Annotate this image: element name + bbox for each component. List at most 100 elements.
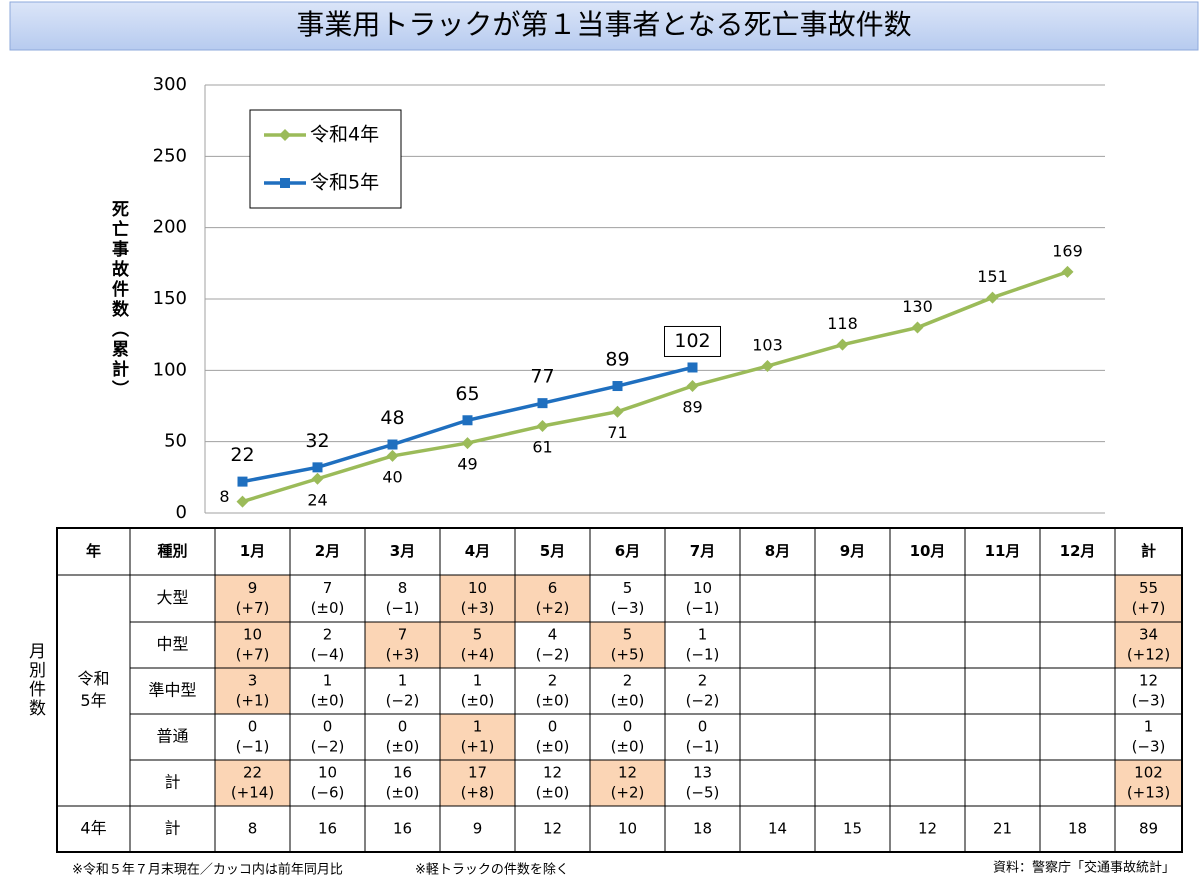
- data-cell: [814, 713, 891, 761]
- prev-value: 16: [393, 820, 412, 838]
- data-cell: [739, 667, 816, 715]
- data-label: 130: [902, 297, 933, 316]
- point: [612, 381, 623, 392]
- cell-value: 34: [1139, 626, 1158, 644]
- data-cell: [1039, 667, 1116, 715]
- data-cell: [439, 574, 516, 623]
- cell-value: 10: [693, 579, 712, 597]
- data-cell: [514, 713, 591, 761]
- cell-change: (±0): [536, 738, 570, 756]
- point: [537, 398, 548, 409]
- cell-value: 16: [393, 764, 412, 782]
- data-label: 102: [674, 330, 710, 352]
- cell-value: 13: [693, 764, 712, 782]
- cell-value: 2: [698, 672, 708, 690]
- header-cell: [889, 527, 966, 576]
- header-text: 7月: [690, 542, 715, 560]
- y-tick-label: 100: [153, 359, 187, 380]
- data-cell: [739, 759, 816, 807]
- prev-value: 12: [543, 820, 562, 838]
- point: [536, 419, 549, 432]
- data-label: 40: [382, 467, 402, 486]
- data-cell: [514, 759, 591, 807]
- data-cell: [364, 667, 441, 715]
- data-cell: [1114, 621, 1183, 669]
- label-box: [664, 325, 721, 357]
- point: [911, 321, 924, 334]
- data-cell: [889, 667, 966, 715]
- data-label: 71: [607, 423, 627, 442]
- cell-value: 1: [1144, 718, 1154, 736]
- cell-change: (−3): [1132, 738, 1166, 756]
- prev-value: 14: [768, 820, 787, 838]
- cell-value: 10: [243, 626, 262, 644]
- data-cell: [964, 713, 1041, 761]
- cell-change: (+7): [1132, 599, 1166, 617]
- y-tick-label: 200: [153, 217, 187, 238]
- data-cell: [664, 667, 741, 715]
- data-cell: [1114, 574, 1183, 623]
- data-cell: [1039, 574, 1116, 623]
- y-axis-label: 死亡事故件数（累計）: [108, 200, 129, 400]
- header-text: 11月: [985, 542, 1021, 560]
- data-cell: [589, 713, 666, 761]
- cell-change: (+3): [461, 599, 495, 617]
- table-border: [56, 527, 1183, 853]
- point: [761, 360, 774, 373]
- prev-cell: [814, 805, 891, 853]
- cell-change: (+8): [461, 784, 495, 802]
- title-banner: [9, 1, 1199, 51]
- header-text: 計: [1141, 542, 1156, 560]
- data-label: 118: [827, 314, 858, 333]
- cell-value: 12: [618, 764, 637, 782]
- data-cell: [664, 759, 741, 807]
- prev-value: 18: [1068, 820, 1087, 838]
- point: [311, 472, 324, 485]
- prev-value: 10: [618, 820, 637, 838]
- cell-value: 2: [623, 672, 633, 690]
- cell-value: 102: [1134, 764, 1163, 782]
- data-cell: [814, 574, 891, 623]
- cell-change: (+2): [536, 599, 570, 617]
- data-cell: [1039, 713, 1116, 761]
- y-tick-label: 150: [153, 288, 187, 309]
- cell-value: 7: [398, 626, 408, 644]
- header-text: 5月: [540, 542, 565, 560]
- cell-change: (−1): [686, 738, 720, 756]
- cell-change: (+3): [386, 646, 420, 664]
- prev-value: 8: [248, 820, 258, 838]
- cell-change: (−5): [686, 784, 720, 802]
- data-cell: [364, 621, 441, 669]
- type-text: 中型: [156, 635, 188, 654]
- data-cell: [514, 667, 591, 715]
- cell-change: (−1): [686, 599, 720, 617]
- prev-value: 18: [693, 820, 712, 838]
- cell-change: (−2): [386, 692, 420, 710]
- data-cell: [1114, 759, 1183, 807]
- data-cell: [889, 759, 966, 807]
- point: [386, 449, 399, 462]
- data-cell: [289, 759, 366, 807]
- cell-change: (±0): [386, 784, 420, 802]
- cell-change: (±0): [611, 692, 645, 710]
- type-text: 大型: [156, 588, 188, 607]
- cell-change: (−1): [686, 646, 720, 664]
- cell-change: (±0): [536, 784, 570, 802]
- prev-type: 計: [164, 819, 180, 838]
- data-label: 169: [1052, 241, 1083, 260]
- cell-value: 2: [323, 626, 333, 644]
- cell-value: 5: [473, 626, 483, 644]
- point: [836, 338, 849, 351]
- cell-value: 5: [623, 626, 633, 644]
- legend-box: [249, 109, 402, 209]
- prev-cell: [514, 805, 591, 853]
- point: [686, 380, 699, 393]
- point: [236, 495, 249, 508]
- header-cell: [214, 527, 291, 576]
- cell-change: (−3): [611, 599, 645, 617]
- data-cell: [964, 759, 1041, 807]
- point: [461, 437, 474, 450]
- prev-cell: [964, 805, 1041, 853]
- cell-value: 7: [323, 579, 333, 597]
- header-text: 種別: [157, 542, 187, 560]
